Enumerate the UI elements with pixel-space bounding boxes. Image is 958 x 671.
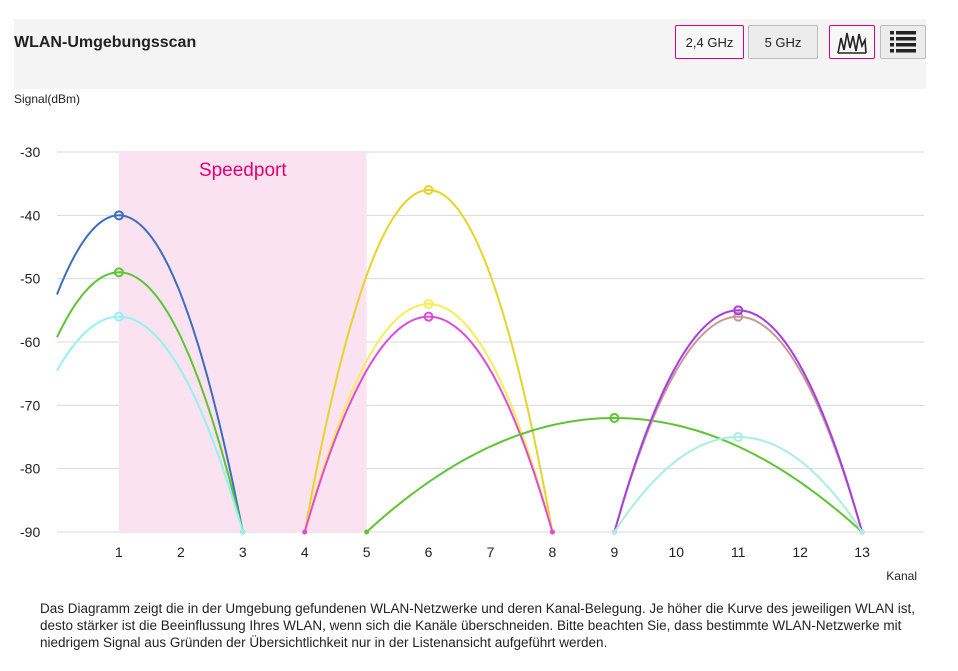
x-tick-label: 11: [731, 544, 746, 560]
peak-marker: [423, 299, 434, 309]
x-tick-label: 1: [115, 544, 123, 560]
graph-view-button[interactable]: [829, 25, 875, 59]
page-title: WLAN-Umgebungsscan: [14, 34, 197, 51]
peak-marker: [733, 311, 744, 322]
y-tick-label: -70: [20, 397, 40, 413]
network-curve: [303, 315, 554, 533]
x-tick-label: 9: [610, 544, 618, 560]
peak-marker: [733, 432, 744, 442]
y-tick-label: -40: [20, 207, 40, 223]
x-tick-label: 7: [487, 544, 495, 560]
network-curve: [613, 309, 864, 533]
network-curve: [303, 188, 554, 533]
peak-marker: [423, 311, 434, 322]
curve-end-dot: [302, 529, 308, 535]
network-curve: [56, 315, 244, 533]
y-tick-label: -50: [20, 271, 40, 287]
network-curve: [613, 315, 864, 533]
x-tick-label: 5: [363, 544, 371, 560]
y-tick-label: -30: [20, 144, 40, 160]
curve-end-dot: [611, 529, 617, 535]
scan-header: WLAN-Umgebungsscan 2,4 GHz 5 GHz: [14, 19, 926, 89]
peak-marker: [113, 210, 124, 221]
x-tick-label: 6: [425, 544, 433, 560]
y-axis-title: Signal(dBm): [14, 92, 81, 106]
y-tick-label: -80: [20, 461, 40, 477]
x-tick-label: 4: [301, 544, 309, 560]
signal-graph-icon: [837, 32, 867, 54]
x-tick-label: 2: [177, 544, 185, 560]
x-tick-label: 8: [549, 544, 557, 560]
curve-end-dot: [240, 529, 246, 535]
x-axis-title: Kanal: [886, 569, 917, 583]
network-curve: [365, 416, 863, 533]
list-icon: [890, 31, 916, 53]
peak-marker: [113, 267, 124, 278]
chart-description: Das Diagramm zeigt die in der Umgebung g…: [40, 601, 915, 650]
x-tick-label: 10: [668, 544, 684, 560]
network-curve: [613, 435, 863, 533]
speedport-band: [118, 152, 367, 532]
y-tick-label: -60: [20, 334, 40, 350]
network-curve: [56, 214, 244, 533]
peak-marker: [113, 311, 124, 322]
list-view-button[interactable]: [880, 25, 926, 59]
network-curve: [303, 302, 554, 533]
curve-end-dot: [859, 529, 865, 535]
peak-marker: [423, 185, 434, 195]
x-tick-label: 13: [854, 544, 870, 560]
band-2-4ghz-button[interactable]: 2,4 GHz: [675, 25, 744, 59]
x-tick-label: 3: [239, 544, 247, 560]
band-5ghz-button[interactable]: 5 GHz: [748, 25, 818, 59]
y-tick-label: -90: [20, 524, 40, 540]
x-tick-label: 12: [792, 544, 808, 560]
curve-end-dot: [364, 529, 370, 535]
peak-marker: [609, 413, 620, 423]
peak-marker: [733, 305, 744, 316]
network-curve: [56, 271, 244, 533]
speedport-label: Speedport: [199, 160, 287, 181]
curve-end-dot: [549, 529, 555, 535]
